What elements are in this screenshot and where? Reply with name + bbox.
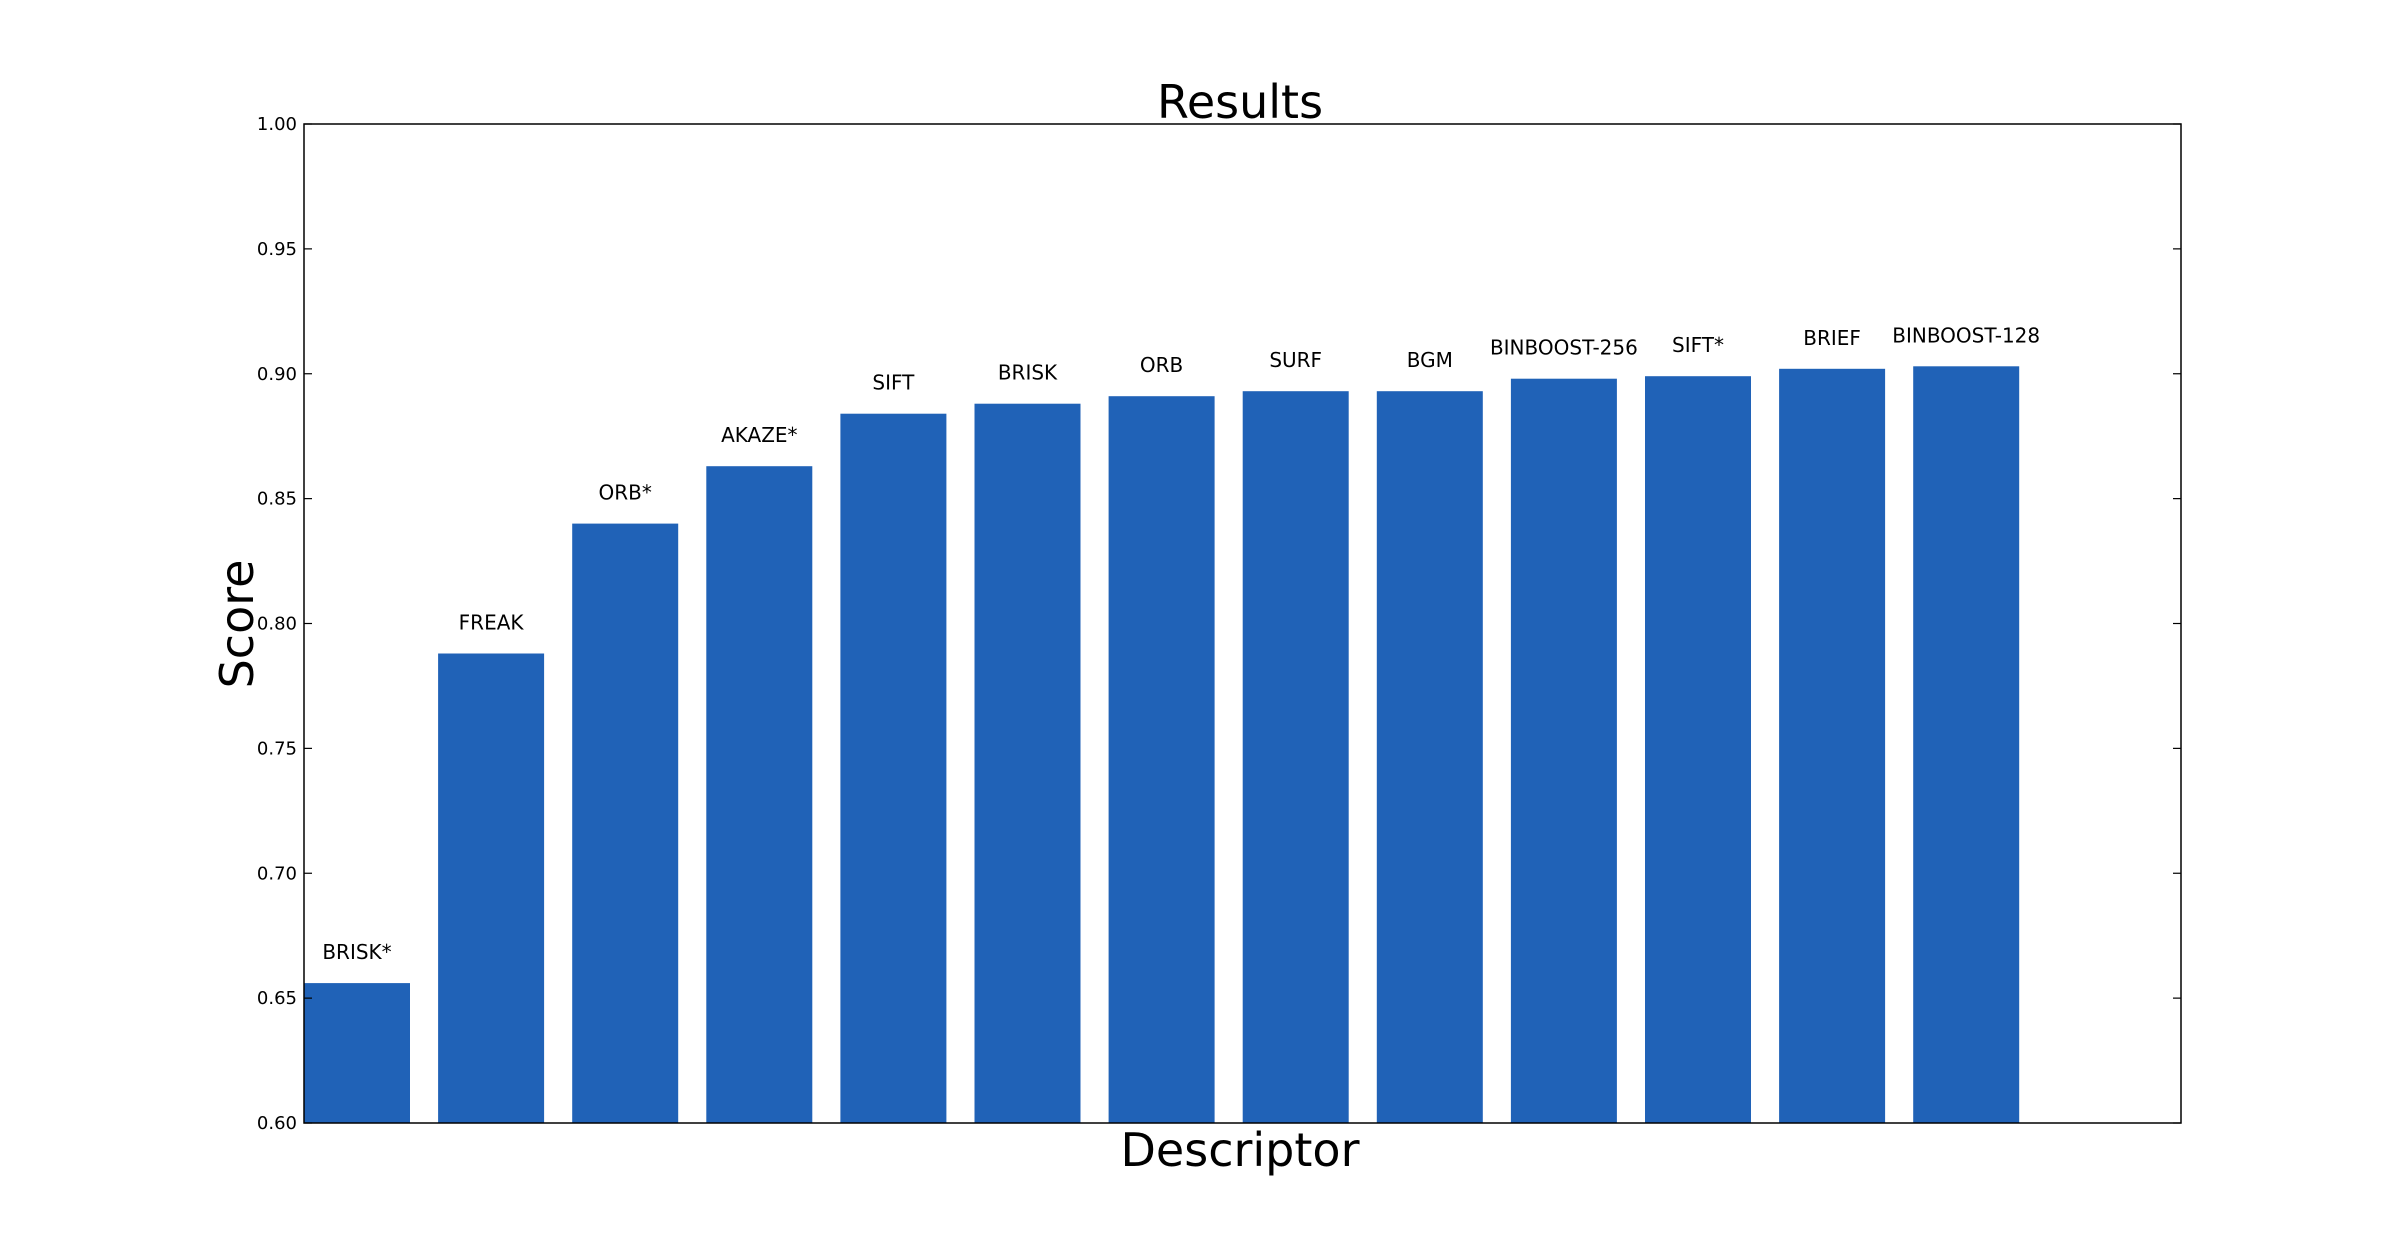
bar [1242,391,1349,1123]
bar [840,413,947,1123]
bar [438,653,545,1123]
bar-label: BGM [1407,348,1453,372]
bar-label: BINBOOST-128 [1892,323,2040,347]
bar [1510,378,1617,1123]
bar-label: BINBOOST-256 [1490,336,1638,360]
chart-title: Results [1157,75,1323,129]
bar-label: FREAK [459,611,525,635]
bar-label: SIFT* [1672,333,1724,357]
y-tick-label: 1.00 [257,114,297,135]
bars-group [304,366,2020,1123]
bar [1645,376,1751,1123]
y-tick-label: 0.95 [257,239,297,260]
bar-label: ORB* [599,481,652,505]
bar [1779,368,1886,1123]
bar-label: SIFT [872,371,915,395]
bar-label: ORB [1140,353,1183,377]
y-axis-label: Score [210,560,264,689]
y-tick-label: 0.70 [257,863,297,884]
bar [1108,396,1215,1123]
bar-label: AKAZE* [721,423,797,447]
bar [304,983,410,1123]
bar-label: SURF [1269,348,1322,372]
y-tick-label: 0.60 [257,1113,297,1134]
bar-label: BRIEF [1803,326,1861,350]
bar [572,523,679,1123]
y-tick-label: 0.85 [257,489,297,510]
bar-label: BRISK* [322,940,391,964]
y-ticks-group: 0.60 0.65 0.70 0.75 0.80 0.85 0.90 0.95 1.00 [257,114,2181,1134]
y-tick-label: 0.80 [257,614,297,635]
bar [1376,391,1483,1123]
y-tick-label: 0.65 [257,988,297,1009]
y-tick-label: 0.75 [257,738,297,759]
y-tick-label: 0.90 [257,364,297,385]
bar-label: BRISK [998,361,1058,385]
bar [1913,366,2020,1123]
bar [706,466,813,1123]
plot-frame [303,123,2182,1124]
bar-labels-group: BRISK* FREAK ORB* AKAZE* SIFT BRISK ORB SURF BGM… [322,323,2040,964]
bar [974,403,1081,1123]
x-axis-label: Descriptor [1121,1123,1360,1177]
